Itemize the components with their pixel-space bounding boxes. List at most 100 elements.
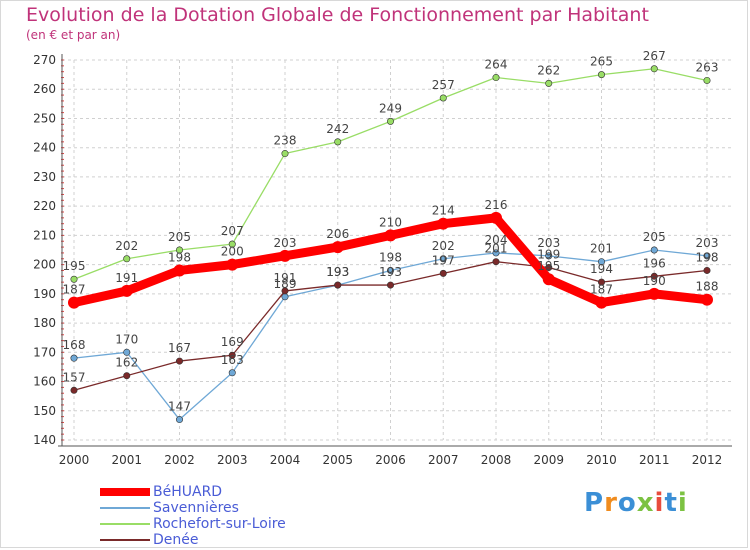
x-tick-label: 2011 [639,453,670,467]
data-point [123,372,131,380]
data-label: 195 [537,259,560,273]
data-point [650,65,658,73]
data-label: 168 [63,338,86,352]
data-label: 200 [221,245,244,259]
data-label: 163 [221,353,244,367]
x-tick-label: 2007 [428,453,459,467]
logo-letter: t [664,488,678,518]
data-label: 187 [590,283,613,297]
data-point [703,76,711,84]
data-label: 187 [63,283,86,297]
data-label: 162 [115,356,138,370]
data-label: 198 [379,250,402,264]
data-label: 197 [432,253,455,267]
data-label-layer: 187 191 198 200 203 206 210 214 216 195 187 190 188 1… [63,49,719,414]
data-point [70,386,78,394]
data-label: 191 [274,271,297,285]
y-tick-label: 210 [33,228,56,242]
data-point [228,240,236,248]
legend-swatch [100,507,150,509]
y-tick-label: 220 [33,199,56,213]
data-point [281,150,289,158]
data-label: 194 [590,262,613,276]
data-point [123,348,131,356]
y-tick-label: 230 [33,170,56,184]
x-tick-label: 2004 [270,453,301,467]
data-label: 157 [63,370,86,384]
y-tick-label: 260 [33,82,56,96]
data-label: 267 [643,49,666,63]
series-layer [68,65,713,424]
data-label: 263 [696,60,719,74]
data-label: 262 [537,63,560,77]
data-point [545,264,553,272]
axis-layer: 140 150 160 170 180 190 200 210 220 230 240 250 260 2… [33,53,732,467]
data-label: 238 [274,134,297,148]
data-label: 198 [168,250,191,264]
data-label: 203 [537,236,560,250]
logo-letter: P [584,488,605,518]
data-point [331,241,344,254]
legend-swatch [100,523,150,525]
data-label: 242 [326,122,349,136]
data-point [439,269,447,277]
data-label: 170 [115,332,138,346]
y-tick-label: 170 [33,345,56,359]
data-point [437,217,450,230]
data-point [597,71,605,79]
data-point [176,246,184,254]
chart-title: Evolution de la Dotation Globale de Fonc… [26,4,649,26]
data-label: 201 [590,242,613,256]
data-label: 193 [326,265,349,279]
data-point [228,351,236,359]
x-tick-label: 2002 [164,453,195,467]
data-label: 191 [115,271,138,285]
data-point [492,258,500,266]
data-point [648,287,661,300]
data-label: 188 [696,280,719,294]
x-tick-label: 2012 [692,453,723,467]
data-label: 147 [168,400,191,414]
data-point [226,258,239,271]
data-point [334,281,342,289]
data-point [650,246,658,254]
logo-letter: r [604,488,618,518]
data-label: 196 [643,256,666,270]
data-point [545,79,553,87]
data-point [386,266,394,274]
data-point [597,278,605,286]
x-tick-label: 2000 [59,453,90,467]
chart-subtitle: (en € et par an) [26,28,121,42]
data-label: 190 [643,274,666,288]
data-point [386,281,394,289]
grid-layer [62,59,732,441]
y-tick-label: 160 [33,375,56,389]
data-point [492,74,500,82]
data-point [701,293,713,306]
data-point [490,211,502,224]
data-label: 205 [643,230,666,244]
data-label: 214 [432,204,455,218]
data-point [542,273,555,286]
data-label: 265 [590,55,613,69]
data-label: 206 [326,227,349,241]
x-tick-label: 2009 [533,453,564,467]
logo-letter: i [677,488,688,518]
data-point [545,252,553,260]
data-point [703,266,711,274]
data-label: 193 [379,265,402,279]
x-tick-label: 2006 [375,453,406,467]
x-tick-label: 2008 [481,453,512,467]
legend-swatch [100,488,150,496]
data-point [703,252,711,260]
data-label: 210 [379,215,402,229]
legend-swatch [100,539,150,541]
data-label: 264 [485,58,508,72]
data-point [279,249,291,262]
data-label: 205 [168,230,191,244]
data-point [384,229,397,242]
data-label: 169 [221,335,244,349]
data-point [70,275,78,283]
